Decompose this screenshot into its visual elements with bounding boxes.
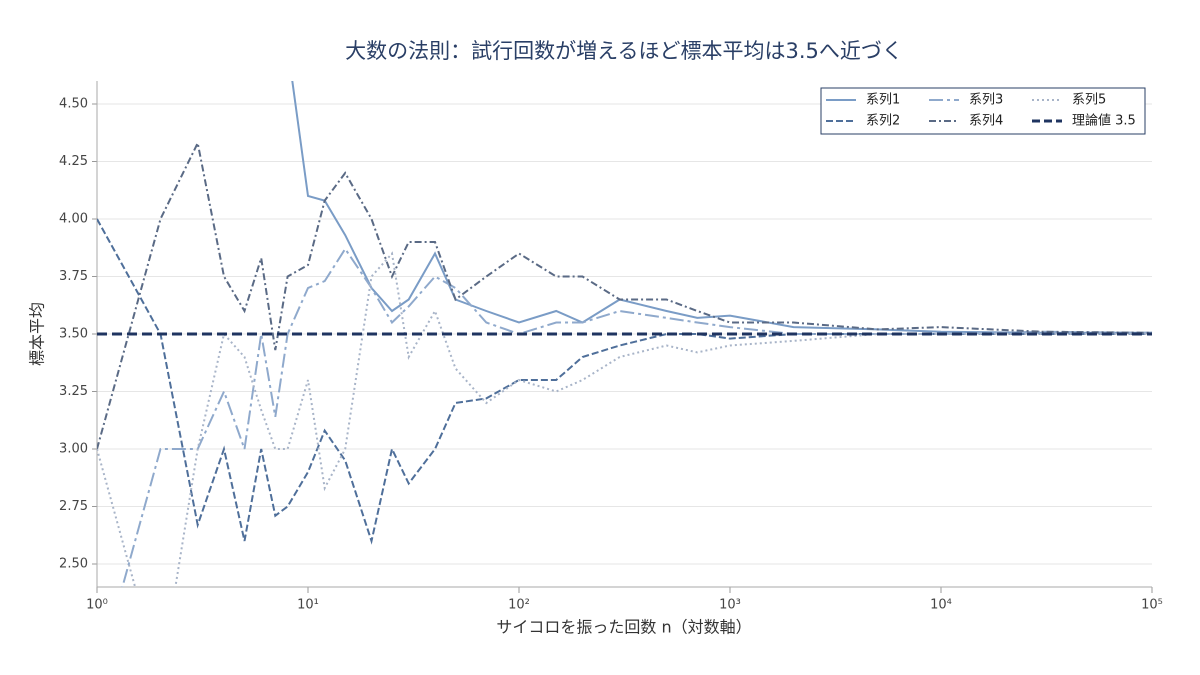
y-axis-label: 標本平均 (28, 302, 47, 366)
y-tick-label: 3.50 (59, 327, 88, 342)
y-tick-label: 3.00 (59, 442, 88, 457)
series-line (97, 218, 1152, 545)
y-tick-label: 4.00 (59, 212, 88, 227)
y-tick-label: 4.50 (59, 97, 88, 112)
x-tick-label: 10³ (719, 598, 741, 613)
x-tick-label: 10⁰ (86, 598, 108, 613)
series-line (121, 247, 1152, 587)
y-tick-label: 2.75 (59, 499, 88, 514)
y-tick-label: 3.75 (59, 269, 88, 284)
x-tick-label: 10⁴ (930, 598, 952, 613)
x-axis-label: サイコロを振った回数 n（対数軸） (496, 618, 751, 637)
legend-label: 系列1 (866, 93, 900, 108)
y-tick-label: 4.25 (59, 154, 88, 169)
series-line (97, 139, 1152, 450)
y-tick-label: 2.50 (59, 557, 88, 572)
plot-area (97, 81, 1152, 587)
legend-label: 系列5 (1072, 93, 1106, 108)
series-line (97, 251, 1152, 587)
series-line (291, 81, 1152, 334)
y-tick-label: 3.25 (59, 384, 88, 399)
chart-title: 大数の法則：試行回数が増えるほど標本平均は3.5へ近づく (345, 39, 903, 63)
x-tick-label: 10¹ (297, 598, 319, 613)
legend-label: 理論値 3.5 (1072, 113, 1136, 129)
x-tick-label: 10⁵ (1141, 598, 1163, 613)
x-tick-label: 10² (508, 598, 530, 613)
legend-label: 系列3 (969, 93, 1003, 108)
legend-label: 系列4 (969, 114, 1003, 129)
legend-label: 系列2 (866, 114, 900, 129)
legend-box (820, 87, 1146, 135)
